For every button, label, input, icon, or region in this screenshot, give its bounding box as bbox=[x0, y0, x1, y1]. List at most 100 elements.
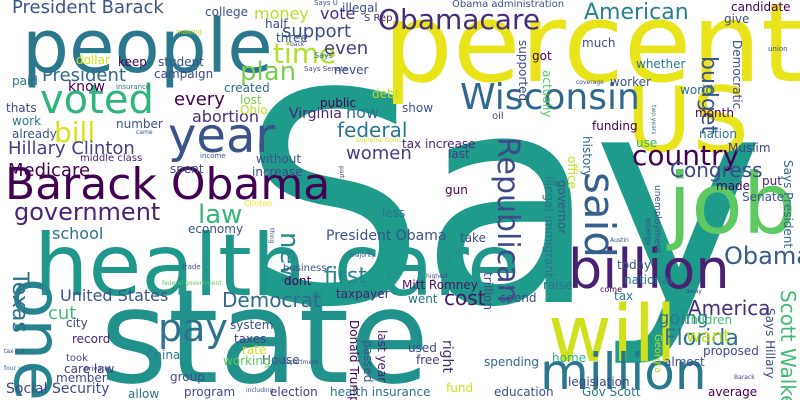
word-last: last bbox=[448, 147, 470, 161]
word-clinton: Clinton bbox=[244, 199, 273, 208]
word-already: already bbox=[12, 127, 57, 141]
word-average: average bbox=[708, 385, 758, 399]
word-cost: cost bbox=[444, 286, 486, 310]
word-year: year bbox=[168, 108, 276, 164]
word-department: Department bbox=[282, 359, 319, 366]
word-governor: governor bbox=[555, 180, 569, 235]
word-democrat: Democrat bbox=[222, 288, 321, 312]
word-barack: Barack bbox=[734, 374, 755, 381]
word-middle-class: middle class bbox=[80, 153, 143, 164]
word-oil: oil bbox=[492, 111, 504, 122]
word-majority: majority bbox=[350, 252, 375, 259]
word-city: city bbox=[66, 316, 88, 330]
word-national: national bbox=[624, 273, 673, 287]
word-group: group bbox=[170, 370, 205, 384]
word-spent: spent bbox=[170, 162, 204, 176]
word-billion: billion bbox=[568, 238, 730, 301]
word-mitt-romney: Mitt Romney bbox=[402, 278, 478, 292]
word-bill: bill bbox=[54, 116, 96, 149]
word-got: got bbox=[532, 49, 552, 63]
word-went: went bbox=[408, 292, 438, 306]
word-s-rep: S Rep bbox=[364, 13, 393, 24]
word-proposed: proposed bbox=[703, 344, 759, 358]
word-gun: gun bbox=[445, 183, 468, 197]
word-supported: supported bbox=[516, 40, 530, 102]
word-coverage: coverage bbox=[576, 79, 604, 86]
word-education: education bbox=[494, 385, 554, 399]
word-scott-walker: Scott Walker bbox=[776, 290, 800, 400]
word-house: House bbox=[262, 353, 300, 367]
word-state: state bbox=[100, 261, 430, 400]
word-nation: nation bbox=[699, 127, 737, 141]
word-rate: rate bbox=[242, 343, 267, 357]
word-use: use bbox=[636, 136, 658, 150]
word-give: give bbox=[724, 12, 750, 26]
word-country: country bbox=[632, 139, 740, 172]
word-record: record bbox=[72, 332, 111, 346]
word-much: much bbox=[582, 36, 616, 50]
word-senate: Senate bbox=[742, 190, 785, 204]
word-less: less bbox=[382, 206, 406, 220]
word-show: show bbox=[402, 101, 434, 115]
word-election: election bbox=[270, 385, 318, 399]
word-tax-cut: tax cut bbox=[4, 348, 25, 355]
word-took: took bbox=[66, 353, 88, 364]
word-will: will bbox=[548, 290, 677, 380]
word-care-law: care law bbox=[64, 362, 115, 376]
word-budget: budget bbox=[696, 56, 721, 134]
word-new: new bbox=[274, 232, 304, 286]
word-abortion: abortion bbox=[192, 107, 259, 126]
word-away: away bbox=[686, 288, 702, 295]
word-president-barack: President Barack bbox=[12, 0, 164, 18]
word-making: making bbox=[176, 28, 202, 36]
word-says-u: Says U bbox=[314, 0, 338, 7]
word-muslim: Muslim bbox=[728, 141, 771, 155]
word-used: used bbox=[408, 341, 437, 355]
word-money: money bbox=[254, 4, 309, 23]
word-never: never bbox=[334, 63, 369, 77]
word-texas: Texas bbox=[7, 272, 32, 333]
word-including: including bbox=[246, 387, 274, 394]
word-working: working bbox=[223, 354, 271, 368]
word-democratic: Democratic bbox=[730, 40, 744, 110]
word-vote: vote bbox=[320, 4, 356, 23]
word-fund: fund bbox=[446, 381, 474, 395]
word-taxpayer: taxpayer bbox=[336, 287, 390, 301]
word-now: now bbox=[346, 103, 380, 122]
word-dont: dont bbox=[284, 274, 312, 288]
word-two-years: two years bbox=[650, 105, 657, 135]
word-almost: almost bbox=[664, 355, 705, 369]
word-created: created bbox=[224, 81, 270, 95]
word-three: three bbox=[276, 31, 308, 45]
word-office: office bbox=[565, 156, 579, 189]
word-month: month bbox=[695, 106, 734, 120]
word-people: people bbox=[22, 4, 273, 90]
word-voted: voted bbox=[40, 77, 154, 123]
word-barack-obama: Barack Obama bbox=[5, 159, 331, 210]
word-free: free bbox=[416, 353, 440, 367]
word-cut: cut bbox=[48, 303, 77, 324]
word-ohio: Ohio bbox=[240, 103, 268, 117]
word-whether: whether bbox=[636, 57, 686, 71]
word-actually: actually bbox=[540, 70, 554, 118]
word-pay: pay bbox=[158, 306, 228, 350]
word-america: America bbox=[688, 296, 771, 320]
word-children: children bbox=[684, 313, 733, 327]
word-florida: Florida bbox=[664, 326, 739, 351]
word-health-insurance: health insurance bbox=[330, 385, 431, 399]
word-student: student bbox=[158, 55, 204, 69]
word-women: women bbox=[346, 143, 412, 164]
word-plan: plan bbox=[240, 57, 297, 87]
word-tax: tax bbox=[614, 289, 634, 303]
word-one: one bbox=[0, 278, 76, 400]
word-right: right bbox=[439, 340, 455, 373]
word-time: time bbox=[273, 37, 337, 70]
word-even: even bbox=[324, 38, 369, 59]
word-every: every bbox=[174, 89, 225, 110]
word-increase: increase bbox=[252, 165, 303, 179]
word-home: home bbox=[552, 351, 587, 365]
word-part: part bbox=[338, 166, 345, 179]
word-china: China bbox=[146, 348, 181, 362]
word-says-hillary: Says Hillary bbox=[763, 308, 777, 379]
